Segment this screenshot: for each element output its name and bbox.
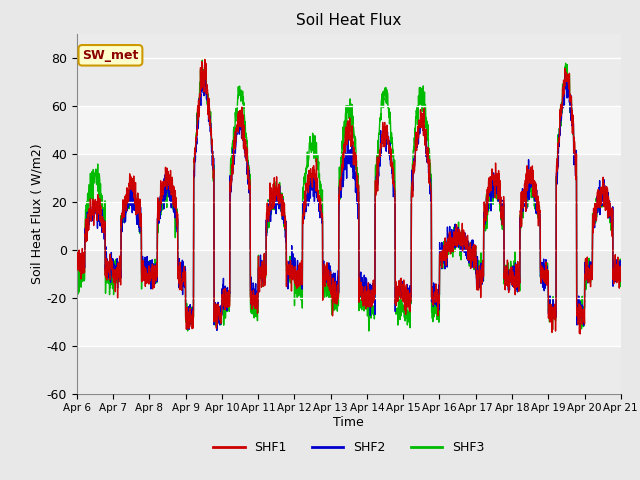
SHF2 <box>73 251 81 257</box>
SHF1 <box>376 144 384 150</box>
SHF1 <box>365 304 372 310</box>
SHF2 <box>225 298 233 303</box>
SHF1 <box>617 277 625 283</box>
SHF1 <box>225 288 232 293</box>
SHF1 <box>73 261 81 267</box>
Title: Soil Heat Flux: Soil Heat Flux <box>296 13 401 28</box>
SHF2 <box>365 293 372 299</box>
SHF3 <box>617 265 625 271</box>
SHF3 <box>198 57 206 63</box>
Bar <box>77 106 621 154</box>
SHF1 <box>507 264 515 270</box>
SHF3 <box>584 272 592 277</box>
SHF2 <box>617 274 625 280</box>
SHF3 <box>365 315 372 321</box>
Bar <box>77 298 621 346</box>
SHF3 <box>73 269 81 275</box>
Line: SHF3: SHF3 <box>77 60 621 331</box>
SHF3 <box>225 306 232 312</box>
SHF3 <box>365 328 372 334</box>
SHF3 <box>377 111 385 117</box>
SHF2 <box>213 327 221 333</box>
SHF2 <box>570 123 577 129</box>
SHF2 <box>584 273 592 279</box>
SHF2 <box>508 265 515 271</box>
SHF1 <box>577 331 584 337</box>
SHF3 <box>508 271 515 276</box>
SHF2 <box>377 128 385 133</box>
Y-axis label: Soil Heat Flux ( W/m2): Soil Heat Flux ( W/m2) <box>31 144 44 284</box>
Legend: SHF1, SHF2, SHF3: SHF1, SHF2, SHF3 <box>209 436 489 459</box>
Line: SHF2: SHF2 <box>77 67 621 330</box>
SHF1 <box>584 279 592 285</box>
Text: SW_met: SW_met <box>82 49 139 62</box>
SHF1 <box>569 120 577 125</box>
Line: SHF1: SHF1 <box>77 60 621 334</box>
SHF3 <box>570 116 577 121</box>
X-axis label: Time: Time <box>333 416 364 429</box>
SHF2 <box>198 64 206 70</box>
SHF1 <box>201 57 209 62</box>
Bar <box>77 202 621 250</box>
